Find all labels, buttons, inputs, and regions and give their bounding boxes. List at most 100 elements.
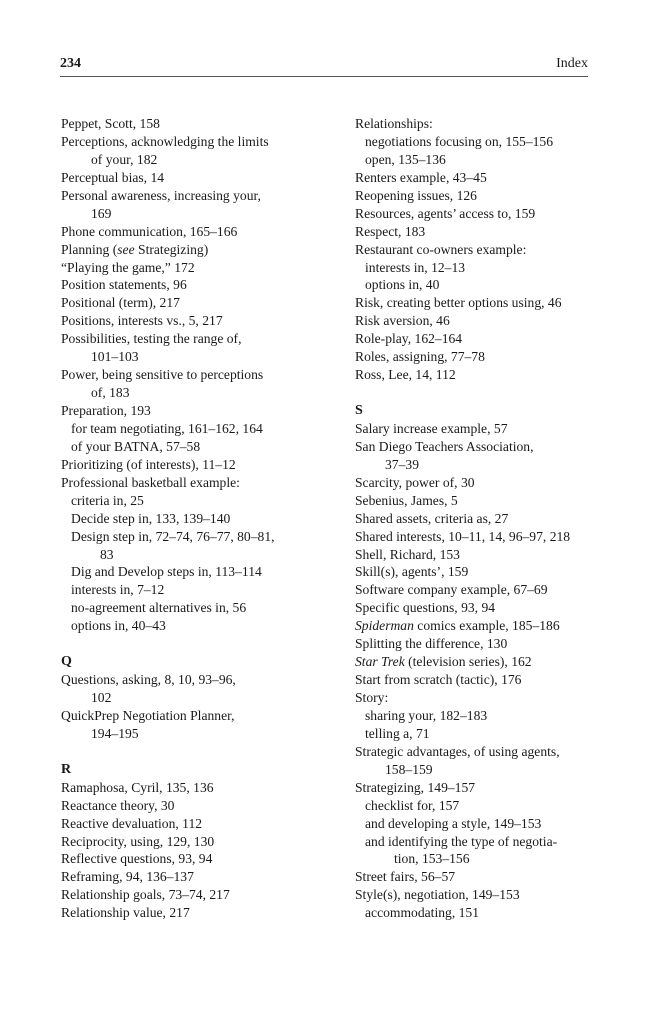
- index-subentry: open, 135–136: [365, 151, 446, 167]
- index-entry: Shell, Richard, 153: [355, 546, 460, 562]
- entry-text: comics example, 185–186: [413, 618, 560, 634]
- section-gap: [61, 743, 331, 761]
- index-entry: Renters example, 43–45: [355, 169, 487, 185]
- running-header: 234 Index: [60, 56, 588, 77]
- section-letter-heading: R: [61, 761, 72, 777]
- index-entry: Relationships:: [355, 116, 433, 131]
- italic-title: Star Trek: [355, 654, 405, 670]
- index-entry: Relationship value, 217: [61, 905, 190, 921]
- index-entry: San Diego Teachers Association,: [355, 438, 534, 454]
- index-entry: Positions, interests vs., 5, 217: [61, 313, 223, 329]
- index-entry: Specific questions, 93, 94: [355, 600, 496, 616]
- index-subentry: and identifying the type of negotia-: [365, 833, 558, 849]
- index-entry: Respect, 183: [355, 223, 426, 239]
- index-entry: Prioritizing (of interests), 11–12: [61, 456, 236, 472]
- index-entry: Perceptions, acknowledging the limits: [61, 133, 269, 149]
- index-entry: Reframing, 94, 136–137: [61, 869, 194, 885]
- index-entry: Phone communication, 165–166: [61, 223, 238, 239]
- index-subentry: sharing your, 182–183: [365, 707, 488, 723]
- index-entry-continuation: 169: [91, 205, 112, 221]
- index-entry-continuation: 194–195: [91, 725, 139, 741]
- index-subentry: Dig and Develop steps in, 113–114: [71, 564, 262, 580]
- index-subentry: and developing a style, 149–153: [365, 815, 542, 831]
- index-entry: Reflective questions, 93, 94: [61, 851, 213, 867]
- index-column-left: Peppet, Scott, 158 Perceptions, acknowled…: [61, 115, 331, 922]
- index-entry: Reactive devaluation, 112: [61, 815, 203, 831]
- index-entry: Relationship goals, 73–74, 217: [61, 887, 230, 903]
- index-subentry-continuation: 83: [100, 546, 114, 562]
- entry-text: Planning (: [61, 241, 118, 257]
- index-entry: Preparation, 193: [61, 403, 151, 418]
- index-entry-continuation: of your, 182: [91, 151, 158, 167]
- index-entry: Ross, Lee, 14, 112: [355, 367, 456, 383]
- running-title: Index: [556, 56, 588, 71]
- index-entry: Roles, assigning, 77–78: [355, 349, 485, 365]
- index-entry: Position statements, 96: [61, 277, 187, 293]
- index-subentry-continuation: tion, 153–156: [394, 851, 470, 867]
- section-letter-heading: Q: [61, 654, 72, 670]
- index-entry: Ramaphosa, Cyril, 135, 136: [61, 779, 214, 795]
- index-entry: Reactance theory, 30: [61, 797, 175, 813]
- index-subentry: options in, 40: [365, 277, 440, 293]
- index-entry: Planning (see Strategizing): [61, 241, 331, 259]
- index-entry: Reopening issues, 126: [355, 187, 477, 203]
- index-entry: Risk aversion, 46: [355, 313, 450, 329]
- index-entry: Shared assets, criteria as, 27: [355, 510, 509, 526]
- index-subentry: of your BATNA, 57–58: [71, 438, 201, 454]
- index-entry: Resources, agents’ access to, 159: [355, 205, 536, 221]
- index-entry: Risk, creating better options using, 46: [355, 295, 562, 311]
- index-entry: Spiderman comics example, 185–186: [355, 617, 600, 635]
- index-subentry: interests in, 7–12: [71, 582, 165, 598]
- index-entry: Street fairs, 56–57: [355, 869, 456, 885]
- index-entry: Restaurant co-owners example:: [355, 241, 527, 257]
- index-subentry: Design step in, 72–74, 76–77, 80–81,: [71, 528, 275, 544]
- index-subentry: options in, 40–43: [71, 618, 166, 634]
- index-entry-continuation: 37–39: [385, 456, 419, 472]
- index-entry: Personal awareness, increasing your,: [61, 187, 261, 203]
- index-entry-continuation: 102: [91, 690, 112, 705]
- index-subentry: interests in, 12–13: [365, 259, 466, 275]
- index-entry: Peppet, Scott, 158: [61, 116, 160, 131]
- index-column-right: Relationships: negotiations focusing on, …: [355, 115, 600, 922]
- index-entry: Start from scratch (tactic), 176: [355, 672, 522, 688]
- index-entry: Professional basketball example:: [61, 474, 240, 490]
- index-subentry: Decide step in, 133, 139–140: [71, 510, 231, 526]
- section-letter-heading: S: [355, 403, 363, 418]
- index-entry: Possibilities, testing the range of,: [61, 331, 242, 347]
- italic-title: Spiderman: [355, 618, 414, 634]
- index-entry: Reciprocity, using, 129, 130: [61, 833, 215, 849]
- index-subentry: no-agreement alternatives in, 56: [71, 600, 247, 616]
- index-entry: QuickPrep Negotiation Planner,: [61, 707, 235, 723]
- index-entry: Sebenius, James, 5: [355, 492, 458, 508]
- index-entry: Role-play, 162–164: [355, 331, 463, 347]
- entry-text: (television series), 162: [404, 654, 532, 670]
- italic-title: see: [117, 241, 135, 257]
- index-subentry: negotiations focusing on, 155–156: [365, 133, 554, 149]
- index-entry: Style(s), negotiation, 149–153: [355, 887, 520, 903]
- index-subentry: criteria in, 25: [71, 492, 144, 508]
- index-entry: Scarcity, power of, 30: [355, 474, 475, 490]
- index-entry: Positional (term), 217: [61, 295, 180, 311]
- index-entry: Questions, asking, 8, 10, 93–96,: [61, 672, 236, 688]
- index-entry: “Playing the game,” 172: [61, 259, 195, 275]
- index-entry: Star Trek (television series), 162: [355, 653, 600, 671]
- index-entry: Salary increase example, 57: [355, 420, 508, 436]
- index-entry-continuation: 101–103: [91, 349, 139, 365]
- page-number: 234: [60, 56, 81, 71]
- index-entry-continuation: 158–159: [385, 761, 433, 777]
- section-gap: [355, 384, 600, 402]
- index-entry: Strategizing, 149–157: [355, 779, 476, 795]
- index-subentry: for team negotiating, 161–162, 164: [71, 420, 263, 436]
- index-entry: Strategic advantages, of using agents,: [355, 743, 560, 759]
- index-entry: Skill(s), agents’, 159: [355, 564, 469, 580]
- index-entry: Perceptual bias, 14: [61, 169, 165, 185]
- index-entry: Shared interests, 10–11, 14, 96–97, 218: [355, 528, 571, 544]
- index-entry: Splitting the difference, 130: [355, 636, 508, 652]
- index-entry: Software company example, 67–69: [355, 582, 548, 598]
- index-entry-continuation: of, 183: [91, 385, 130, 401]
- index-entry: Story:: [355, 690, 389, 705]
- index-entry: Power, being sensitive to perceptions: [61, 367, 264, 383]
- index-subentry: telling a, 71: [365, 725, 430, 741]
- entry-text: Strategizing): [134, 241, 209, 257]
- index-subentry: accommodating, 151: [365, 905, 480, 921]
